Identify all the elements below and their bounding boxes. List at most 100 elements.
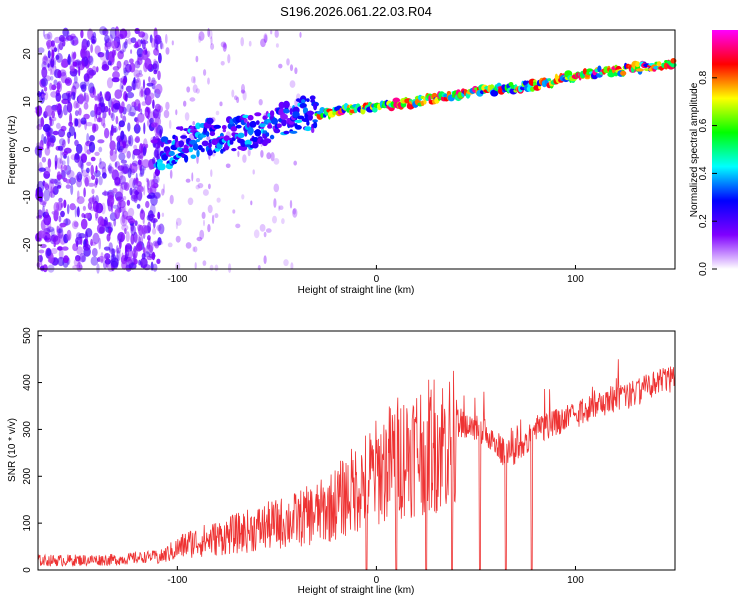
spectrogram-cell (70, 91, 76, 100)
spectrogram-cell (306, 120, 310, 126)
spectrogram-cell (207, 204, 213, 214)
spectrogram-cell (118, 152, 126, 161)
spectrogram-cell (102, 172, 107, 179)
spectrogram-cell (58, 34, 65, 43)
spectrogram-cell (78, 93, 84, 105)
spectrogram-cell (97, 52, 105, 58)
spectrogram-cell (133, 69, 140, 78)
spectrogram-cell (72, 81, 80, 90)
spectrogram-cell (135, 77, 141, 90)
spectrogram-cell (98, 146, 103, 153)
spectrogram-cell (64, 77, 72, 86)
spectrogram-cell (121, 214, 126, 224)
spectrogram-cell (49, 82, 53, 91)
spectrogram-cell (247, 148, 251, 157)
spectrogram-cell (121, 252, 124, 261)
spectrogram-cell (490, 89, 499, 97)
spectrogram-cell (88, 55, 94, 66)
spectrogram-cell (118, 120, 126, 128)
spectrogram-cell (237, 132, 245, 138)
spectrogram-cell (59, 222, 67, 228)
spectrogram-cell (146, 255, 153, 261)
spectrogram-cell (206, 136, 211, 141)
spectrogram-cell (71, 220, 79, 230)
spectrogram-cell (282, 100, 290, 109)
spectrogram-cell (139, 143, 144, 154)
spectrogram-cell (67, 135, 70, 145)
spectrogram-cell (138, 69, 143, 75)
spectrogram-cell (195, 184, 200, 190)
spectrogram-cell (139, 257, 148, 269)
spectrogram-cell (134, 27, 140, 35)
snr-y-tick-label: 100 (22, 514, 33, 531)
spectrogram-cell (131, 160, 139, 167)
spectrogram-cell (53, 178, 61, 185)
snr-x-ticks: -100 0 100 (167, 566, 584, 586)
spectrogram-cell (86, 167, 90, 173)
spectrogram-cell (239, 145, 248, 151)
spectrogram-cell (87, 201, 93, 210)
spectrogram-cell (223, 135, 230, 142)
colorbar-tick-label: 0.8 (698, 70, 709, 84)
spectrogram-cell (51, 49, 55, 58)
spectrogram-cell (137, 185, 144, 193)
spectrogram-cell (129, 187, 133, 196)
spectrogram-cell (195, 55, 199, 63)
spectrogram-cell (118, 146, 125, 151)
spectrogram-cell (137, 112, 145, 123)
spectrogram-cell (138, 259, 141, 266)
spectrogram-cell (297, 115, 305, 120)
colorbar-scale (712, 30, 738, 269)
spectrogram-cell (94, 195, 99, 205)
spectrogram-cell (135, 136, 140, 143)
spectrogram-cell (90, 164, 94, 177)
snr-y-tick-label: 0 (22, 567, 33, 573)
spectrogram-cell (220, 41, 227, 48)
spectrogram-cell (143, 166, 146, 171)
spectrogram-cell (255, 120, 260, 125)
spectrogram-cell (203, 69, 207, 76)
spectrogram-cell (117, 50, 124, 60)
spectrogram-cell (215, 110, 220, 116)
spectrogram-y-ticks: -20 -10 0 10 20 (22, 48, 42, 252)
spectrogram-cell (150, 139, 158, 144)
spectrogram-cell (122, 196, 127, 201)
spectrogram-cell (141, 39, 146, 50)
spectrogram-cell (90, 241, 97, 246)
spectrogram-cell (63, 255, 69, 264)
spectrogram-cell (118, 200, 122, 206)
spectrogram-cell (252, 169, 255, 175)
spectrogram-cell (65, 218, 68, 226)
colorbar-tick-label: 0.2 (698, 214, 709, 228)
spectrogram-cell (148, 92, 155, 100)
spectrogram-cell (49, 76, 54, 81)
spectrogram-cell (150, 179, 156, 189)
spectrogram-cell (175, 235, 181, 243)
spectrogram-cell (175, 221, 178, 230)
spectrogram-cell (104, 189, 107, 197)
spectrogram-x-tick-label: 100 (567, 274, 584, 285)
spectrogram-y-tick-label: -20 (22, 237, 33, 252)
spectrogram-cell (57, 70, 62, 79)
spectrogram-cell (130, 49, 133, 54)
spectrogram-cell (43, 189, 51, 202)
spectrogram-cell (182, 147, 190, 154)
spectrogram-x-tick-label: 0 (374, 274, 380, 285)
spectrogram-cell (129, 58, 134, 64)
spectrogram-cell (90, 35, 97, 45)
spectrogram-cell (185, 242, 192, 249)
spectrogram-cell (135, 177, 138, 186)
spectrogram-cell (112, 71, 120, 80)
spectrogram-cell (100, 252, 104, 262)
spectrogram-cell (207, 149, 213, 156)
spectrogram-cell (209, 131, 216, 137)
spectrogram-cell (113, 127, 117, 133)
spectrogram-cell (283, 259, 289, 267)
spectrogram-cell (208, 142, 212, 149)
spectrogram-cell (127, 37, 133, 45)
spectrogram-cell (99, 26, 107, 36)
spectrogram-cell (126, 150, 131, 159)
spectrogram-cell (125, 231, 130, 243)
spectrogram-cell (37, 209, 43, 218)
spectrogram-cell (108, 163, 113, 175)
